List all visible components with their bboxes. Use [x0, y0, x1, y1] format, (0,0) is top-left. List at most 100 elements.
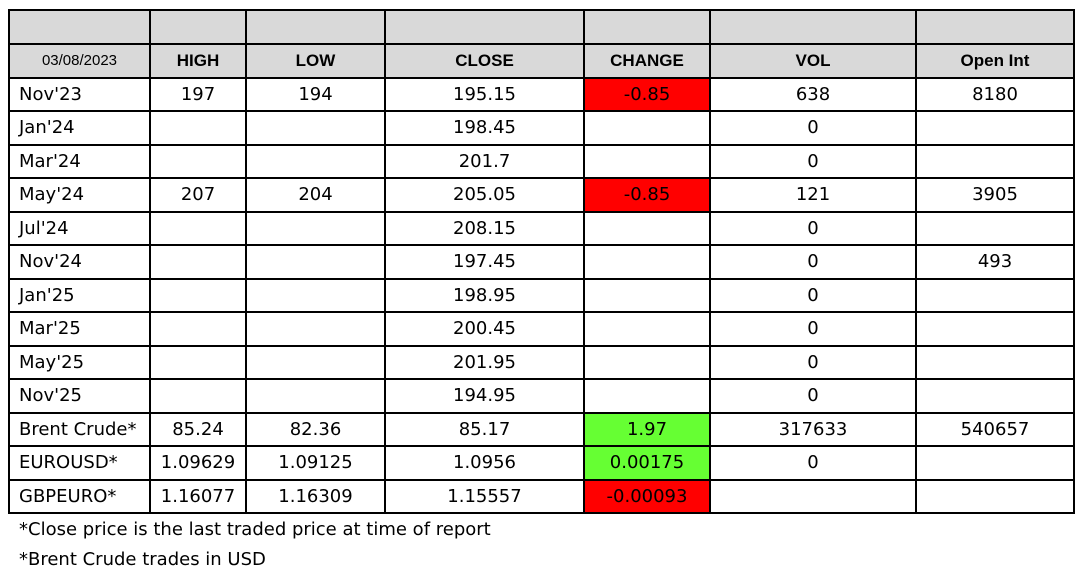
table-row: Nov'23 197 194 195.15 -0.85 638 8180: [8, 76, 1075, 112]
vol-value: 0: [709, 244, 917, 280]
change-value: [583, 143, 711, 179]
open-int-value: 8180: [915, 76, 1075, 112]
high-value: 207: [149, 177, 247, 213]
contract-name: May'25: [8, 344, 151, 380]
header-change: CHANGE: [583, 43, 711, 79]
table-row: Jul'24 208.15 0: [8, 210, 1075, 246]
change-value: 0.00175: [583, 445, 711, 481]
open-int-value: [915, 478, 1075, 514]
change-value: [583, 378, 711, 414]
blank-cell: [8, 9, 151, 45]
high-value: [149, 277, 247, 313]
close-value: 195.15: [384, 76, 585, 112]
blank-cell: [915, 9, 1075, 45]
close-value: 1.15557: [384, 478, 585, 514]
prices-table: 03/08/2023 HIGH LOW CLOSE CHANGE VOL Ope…: [8, 9, 1075, 514]
close-value: 201.7: [384, 143, 585, 179]
table-row: EUROUSD* 1.09629 1.09125 1.0956 0.00175 0: [8, 445, 1075, 481]
contract-name: Nov'24: [8, 244, 151, 280]
blank-header-row: [8, 9, 1075, 45]
vol-value: 0: [709, 445, 917, 481]
high-value: [149, 344, 247, 380]
low-value: [245, 143, 386, 179]
open-int-value: [915, 143, 1075, 179]
open-int-value: [915, 277, 1075, 313]
open-int-value: 493: [915, 244, 1075, 280]
contract-name: Brent Crude*: [8, 411, 151, 447]
high-value: 1.16077: [149, 478, 247, 514]
change-value: [583, 210, 711, 246]
low-value: [245, 378, 386, 414]
change-value: [583, 277, 711, 313]
blank-cell: [245, 9, 386, 45]
high-value: [149, 244, 247, 280]
contract-name: Jan'25: [8, 277, 151, 313]
high-value: [149, 210, 247, 246]
open-int-value: [915, 378, 1075, 414]
open-int-value: 540657: [915, 411, 1075, 447]
vol-value: 0: [709, 110, 917, 146]
table-row: Nov'25 194.95 0: [8, 378, 1075, 414]
low-value: [245, 110, 386, 146]
close-value: 197.45: [384, 244, 585, 280]
high-value: [149, 311, 247, 347]
high-value: [149, 110, 247, 146]
change-value: -0.85: [583, 177, 711, 213]
vol-value: 0: [709, 378, 917, 414]
change-value: [583, 311, 711, 347]
header-high: HIGH: [149, 43, 247, 79]
close-value: 194.95: [384, 378, 585, 414]
contract-name: Nov'25: [8, 378, 151, 414]
contract-name: Nov'23: [8, 76, 151, 112]
report-date: 03/08/2023: [8, 43, 151, 79]
change-value: -0.85: [583, 76, 711, 112]
vol-value: 0: [709, 277, 917, 313]
open-int-value: [915, 110, 1075, 146]
blank-cell: [384, 9, 585, 45]
vol-value: 0: [709, 143, 917, 179]
high-value: 197: [149, 76, 247, 112]
blank-cell: [583, 9, 711, 45]
vol-value: 0: [709, 311, 917, 347]
header-low: LOW: [245, 43, 386, 79]
open-int-value: [915, 445, 1075, 481]
header-close: CLOSE: [384, 43, 585, 79]
contract-name: Jul'24: [8, 210, 151, 246]
vol-value: 317633: [709, 411, 917, 447]
change-value: [583, 110, 711, 146]
change-value: [583, 244, 711, 280]
change-value: [583, 344, 711, 380]
table-row: May'25 201.95 0: [8, 344, 1075, 380]
contract-name: Mar'24: [8, 143, 151, 179]
open-int-value: [915, 344, 1075, 380]
close-value: 85.17: [384, 411, 585, 447]
table-row: Jan'24 198.45 0: [8, 110, 1075, 146]
header-vol: VOL: [709, 43, 917, 79]
low-value: [245, 311, 386, 347]
blank-cell: [709, 9, 917, 45]
header-row: 03/08/2023 HIGH LOW CLOSE CHANGE VOL Ope…: [8, 43, 1075, 79]
high-value: 1.09629: [149, 445, 247, 481]
contract-name: EUROUSD*: [8, 445, 151, 481]
low-value: 194: [245, 76, 386, 112]
close-value: 198.95: [384, 277, 585, 313]
contract-name: Mar'25: [8, 311, 151, 347]
contract-name: May'24: [8, 177, 151, 213]
open-int-value: [915, 311, 1075, 347]
low-value: [245, 277, 386, 313]
close-value: 208.15: [384, 210, 585, 246]
close-value: 200.45: [384, 311, 585, 347]
contract-name: GBPEURO*: [8, 478, 151, 514]
blank-cell: [149, 9, 247, 45]
vol-value: 638: [709, 76, 917, 112]
footnote-close-price: *Close price is the last traded price at…: [19, 519, 491, 540]
footnote-brent-usd: *Brent Crude trades in USD: [19, 549, 266, 570]
table-row: Brent Crude* 85.24 82.36 85.17 1.97 317633 540…: [8, 411, 1075, 447]
low-value: 82.36: [245, 411, 386, 447]
high-value: [149, 378, 247, 414]
vol-value: 121: [709, 177, 917, 213]
high-value: 85.24: [149, 411, 247, 447]
low-value: 1.16309: [245, 478, 386, 514]
table-row: Jan'25 198.95 0: [8, 277, 1075, 313]
table-row: Mar'25 200.45 0: [8, 311, 1075, 347]
